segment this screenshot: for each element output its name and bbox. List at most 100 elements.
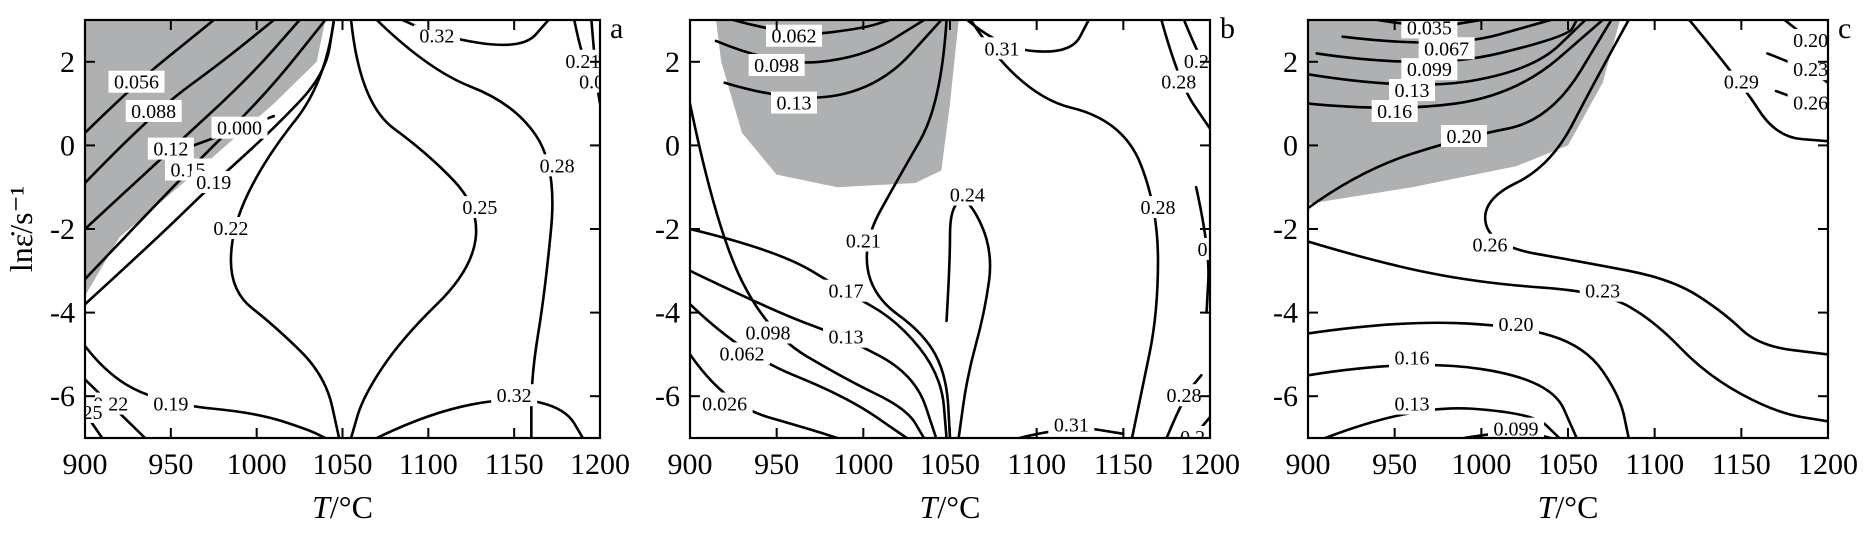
contour-label-bg [714, 342, 770, 365]
contour-label-bg [740, 321, 796, 344]
contour-line [1483, 20, 1828, 356]
contour-label-bg [1488, 417, 1544, 438]
contour-line [690, 353, 839, 438]
contour-label-bg [696, 392, 753, 415]
contour-line [966, 20, 1090, 53]
contour-label: 0.25 [68, 402, 103, 424]
x-tick-label: 950 [148, 448, 193, 481]
contour-line [85, 20, 216, 135]
contour-line [375, 398, 585, 438]
contour-label: 0.25 [462, 197, 497, 219]
x-tick-label: 1000 [227, 448, 287, 481]
x-tick-label: 1050 [313, 448, 373, 481]
contour-label-bg [1787, 28, 1828, 51]
contour-label: 0.31 [1054, 414, 1089, 436]
contour-label: 0.13 [1395, 394, 1430, 416]
contour-label: 0.088 [131, 101, 176, 123]
x-tick-label: 1000 [1451, 448, 1511, 481]
contour-label-bg [1161, 384, 1207, 407]
contour-label-bg [1787, 91, 1828, 114]
x-tick-label: 1200 [570, 448, 630, 481]
contour-label: 0.062 [772, 26, 817, 48]
contour-label-bg [413, 24, 460, 47]
contour-label-bg [1418, 37, 1475, 60]
contour-label: 0.21 [565, 51, 600, 73]
contour-label: 0.24 [950, 185, 985, 207]
panel-letter: c [1838, 12, 1851, 45]
contour-label: 0.2 [1180, 427, 1205, 449]
contour-label-bg [771, 91, 817, 114]
contour-line [690, 227, 948, 438]
contour-label: 0.026 [702, 394, 747, 416]
contour-line [723, 20, 943, 99]
y-axis-label: lnε̇/s⁻¹ [3, 186, 39, 272]
contour-line [1315, 20, 1578, 64]
y-tick-label: 2 [665, 46, 680, 79]
contour-label-bg [125, 99, 182, 122]
contour-label-bg [1155, 70, 1202, 93]
instability-region [1308, 20, 1620, 204]
contour-label: 0.16 [1377, 101, 1412, 123]
contour-label-bg [979, 37, 1025, 60]
x-tick-label: 900 [1286, 448, 1331, 481]
instability-region [85, 20, 326, 296]
contour-label-bg [1493, 313, 1539, 336]
contour-label-bg [1389, 392, 1435, 415]
contour-label: 0.19 [196, 172, 231, 194]
contour-label-bg [1718, 70, 1765, 93]
contour-label: 0.29 [1724, 72, 1759, 94]
y-tick-label: -6 [655, 380, 680, 413]
contour-label-bg [147, 392, 194, 415]
contour-label: 0.062 [720, 343, 765, 365]
contour-label-bg [85, 400, 108, 423]
contour-line [690, 102, 926, 438]
contour-label: 0.099 [1494, 419, 1539, 441]
contour-label-bg [1048, 413, 1095, 436]
contour-label: 0.28 [1161, 72, 1196, 94]
x-tick-label: 900 [668, 448, 713, 481]
panel-a: 0.0560.0880.120.150.0000.190.220.250.280… [3, 12, 630, 525]
contour-label-bg [1401, 58, 1458, 81]
contour-label-bg [1389, 79, 1435, 102]
contour-label: 0.20 [1499, 314, 1534, 336]
x-axis-label: T/°C [920, 489, 981, 525]
contour-line [732, 20, 891, 35]
contour-label: 0.23 [1793, 59, 1828, 81]
y-tick-label: -2 [1273, 213, 1298, 246]
contour-line [1308, 240, 1828, 423]
x-tick-label: 1200 [1798, 448, 1858, 481]
contour-label-bg [573, 70, 600, 93]
y-tick-label: 0 [60, 129, 75, 162]
contour-line [690, 302, 908, 438]
contour-line [85, 20, 336, 306]
contour-label-bg [559, 49, 600, 72]
contour-line [375, 20, 554, 438]
contour-label: 0.16 [1395, 348, 1430, 370]
contour-label-bg [491, 384, 538, 407]
contour-label: 0.20 [1447, 126, 1482, 148]
x-tick-label: 1100 [399, 448, 458, 481]
contour-label-bg [534, 154, 581, 177]
plot-area: 0.0560.0880.120.150.0000.190.220.250.280… [68, 20, 600, 438]
x-tick-label: 1150 [485, 448, 544, 481]
x-axis-label-italic: T [312, 489, 332, 525]
x-axis-label-rest: /°C [1555, 489, 1598, 525]
plot-area: 0.0350.0670.0990.130.160.200.260.290.230… [1308, 17, 1828, 441]
contour-label-bg [108, 70, 165, 93]
y-tick-label: 0 [665, 129, 680, 162]
y-tick-label: -4 [50, 297, 75, 330]
x-tick-label: 1000 [833, 448, 893, 481]
contour-label: 0.035 [1407, 17, 1452, 39]
panel-c: 0.0350.0670.0990.130.160.200.260.290.230… [1273, 12, 1858, 525]
y-tick-label: 2 [1283, 46, 1298, 79]
contour-label-bg [1174, 426, 1210, 438]
contour-label-bg [211, 116, 268, 139]
contour-label: 0.19 [153, 394, 188, 416]
contour-label-bg [190, 171, 237, 194]
contour-label-bg [1389, 346, 1435, 369]
contour-label: 0.26 [1473, 235, 1508, 257]
x-tick-label: 1050 [1538, 448, 1598, 481]
plot-area: 0.0620.0980.130.210.240.310.280.280.210.… [690, 20, 1210, 449]
contour-label-bg [1135, 196, 1181, 219]
contour-line [714, 20, 926, 64]
